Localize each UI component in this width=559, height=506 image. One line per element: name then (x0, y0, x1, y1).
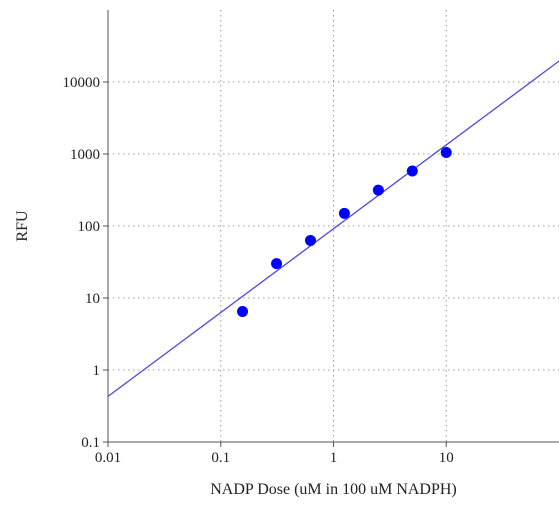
x-axis-ticks: 0.01 0.1 1 10 (95, 442, 454, 466)
y-tick-label: 100 (78, 219, 101, 235)
y-axis-title: RFU (14, 210, 31, 242)
data-point (406, 165, 418, 177)
x-tick-label: 1 (330, 450, 338, 466)
fit-line (107, 60, 559, 397)
data-point (440, 146, 452, 158)
y-tick-label: 10000 (63, 75, 101, 91)
data-points (237, 146, 452, 317)
fit-line-layer (107, 60, 559, 397)
data-point (304, 234, 316, 246)
y-tick-label: 10 (85, 291, 100, 307)
x-tick-label: 0.01 (95, 450, 121, 466)
data-point (338, 207, 350, 219)
y-tick-label: 0.1 (81, 435, 100, 451)
y-tick-label: 1000 (70, 147, 100, 163)
data-point (237, 305, 249, 317)
grid (108, 10, 559, 442)
x-axis-title: NADP Dose (uM in 100 uM NADPH) (210, 481, 457, 498)
data-point (372, 184, 384, 196)
x-tick-label: 10 (439, 450, 454, 466)
y-axis-ticks: 0.1 1 10 100 1000 10000 (63, 75, 108, 451)
y-tick-label: 1 (93, 363, 101, 379)
x-tick-label: 0.1 (211, 450, 230, 466)
data-point (271, 258, 283, 270)
